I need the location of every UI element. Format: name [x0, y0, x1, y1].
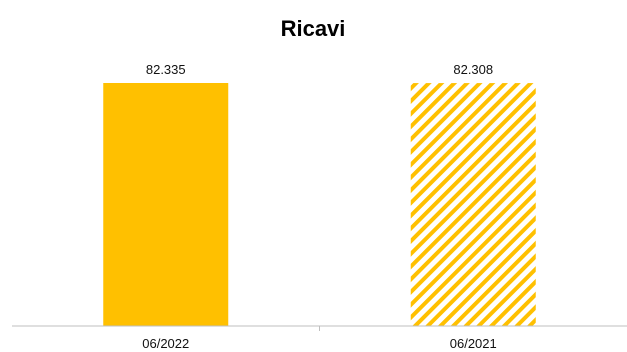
bar-06-2022: [103, 83, 229, 326]
data-label: 82.308: [453, 62, 493, 77]
chart-title: Ricavi: [281, 16, 346, 41]
x-tick-label: 06/2021: [450, 336, 497, 351]
labels-layer: 82.335 06/2022 82.308 06/2021: [142, 62, 497, 351]
data-label: 82.335: [146, 62, 186, 77]
x-tick-label: 06/2022: [142, 336, 189, 351]
bar-06-2021: [410, 83, 536, 327]
bars-layer: [103, 83, 536, 327]
